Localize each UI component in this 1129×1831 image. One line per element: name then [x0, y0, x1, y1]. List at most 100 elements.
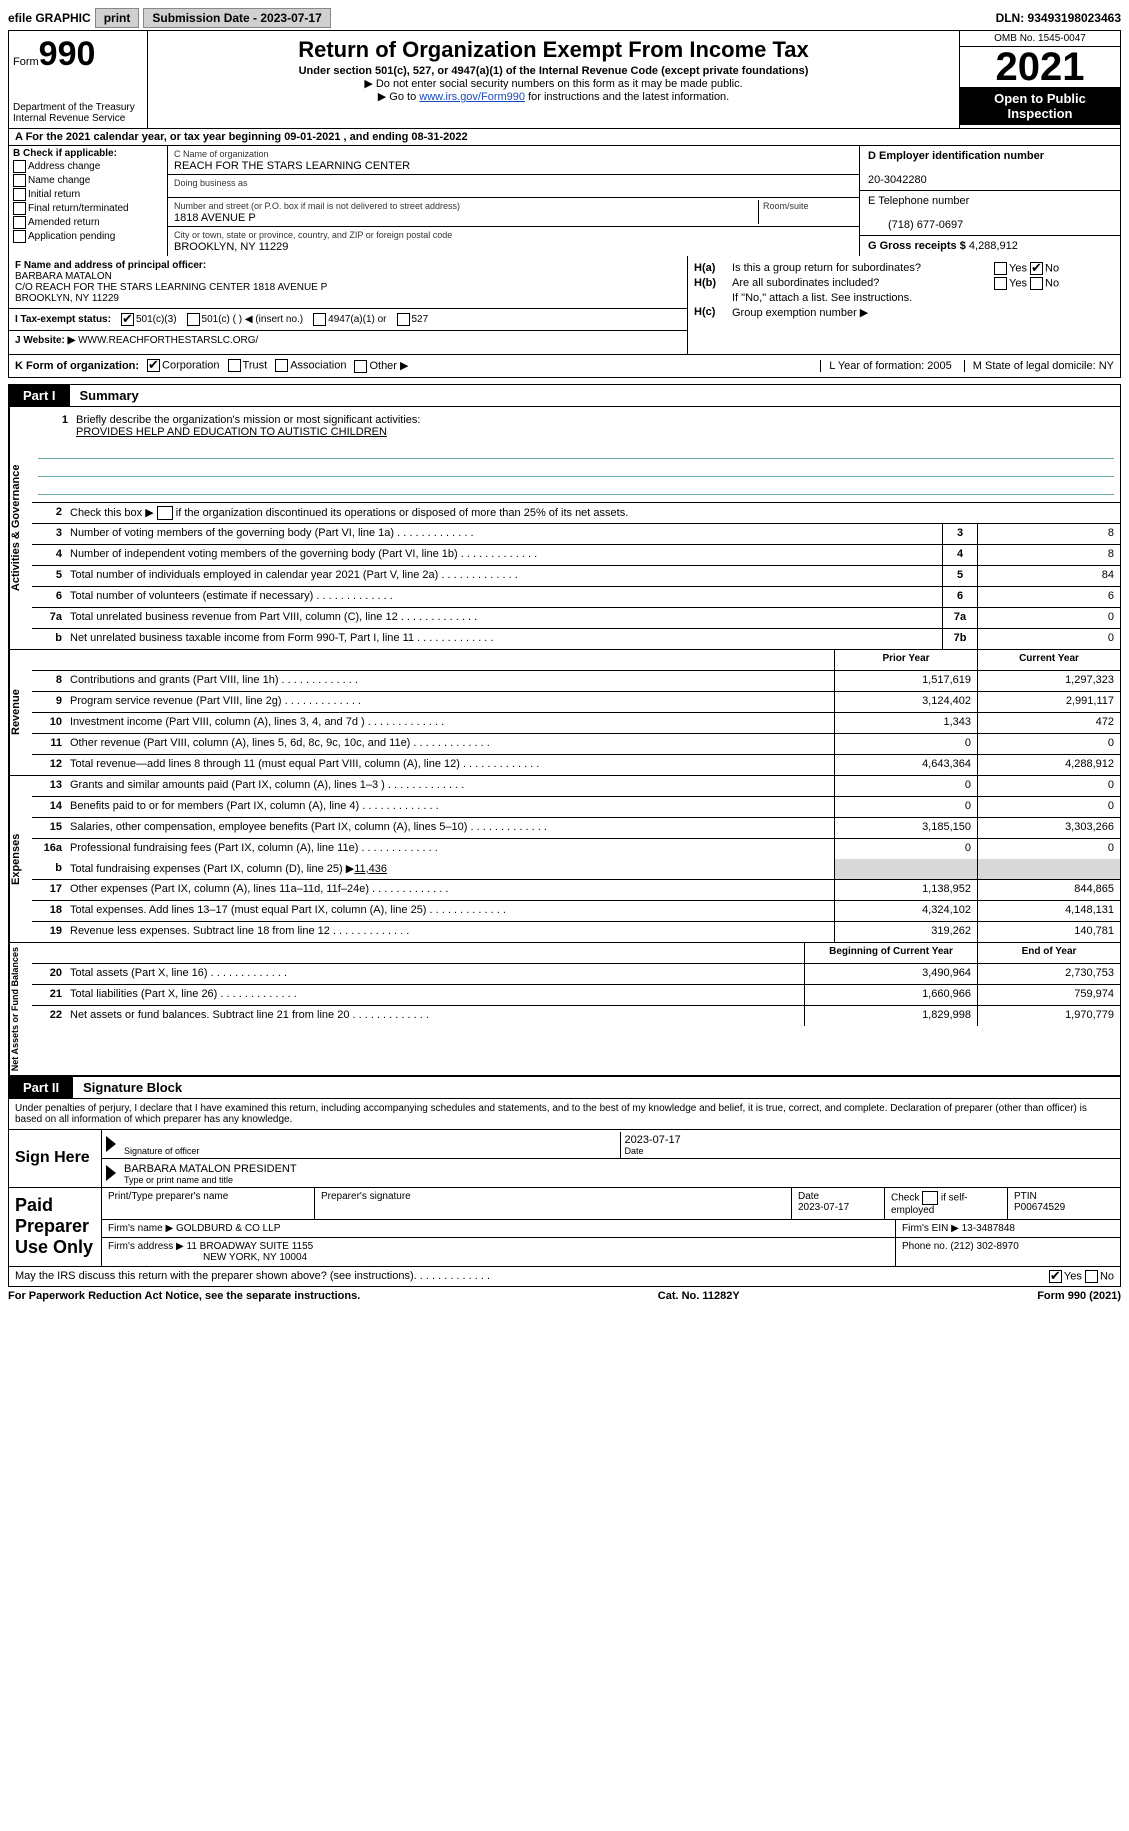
cb-amended-return[interactable]: Amended return	[13, 216, 163, 229]
sign-here-label: Sign Here	[9, 1130, 102, 1187]
firm-phone: (212) 302-8970	[950, 1241, 1018, 1252]
officer-co: C/O REACH FOR THE STARS LEARNING CENTER …	[15, 282, 327, 293]
cb-527[interactable]: 527	[397, 313, 429, 326]
part-2-title: Signature Block	[73, 1077, 192, 1098]
cb-trust[interactable]: Trust	[228, 359, 268, 372]
side-governance: Activities & Governance	[9, 407, 32, 649]
part-2-label: Part II	[9, 1077, 73, 1098]
arrow-icon	[106, 1136, 116, 1152]
phone-value: (718) 677-0697	[868, 219, 963, 231]
firm-ein-label: Firm's EIN ▶	[902, 1223, 959, 1234]
cat-no: Cat. No. 11282Y	[658, 1290, 740, 1302]
cb-association[interactable]: Association	[275, 359, 346, 372]
fundraising-expenses: 11,436	[354, 863, 387, 875]
dba-label: Doing business as	[174, 178, 248, 188]
cb-final-return[interactable]: Final return/terminated	[13, 202, 163, 215]
form-number: Form990	[13, 35, 143, 74]
irs-link[interactable]: www.irs.gov/Form990	[419, 91, 525, 103]
gross-value: 4,288,912	[969, 240, 1018, 252]
summary-line: 21Total liabilities (Part X, line 26)1,6…	[32, 985, 1120, 1006]
section-net-assets: Net Assets or Fund Balances Beginning of…	[8, 943, 1121, 1076]
year-formation: L Year of formation: 2005	[820, 360, 952, 372]
prep-sig-label: Preparer's signature	[315, 1188, 792, 1219]
org-city: BROOKLYN, NY 11229	[174, 241, 288, 253]
cb-corporation[interactable]: Corporation	[147, 359, 219, 372]
cb-initial-return[interactable]: Initial return	[13, 188, 163, 201]
website-url: WWW.REACHFORTHESTARSLC.ORG/	[78, 335, 258, 346]
note2-post: for instructions and the latest informat…	[525, 91, 729, 103]
firm-name: GOLDBURD & CO LLP	[176, 1223, 280, 1234]
officer-name-title: BARBARA MATALON PRESIDENT	[124, 1163, 1116, 1175]
firm-city: NEW YORK, NY 10004	[108, 1252, 307, 1263]
side-expenses: Expenses	[9, 776, 32, 942]
cb-name-change[interactable]: Name change	[13, 174, 163, 187]
summary-line: bNet unrelated business taxable income f…	[32, 629, 1120, 649]
state-domicile: M State of legal domicile: NY	[964, 360, 1114, 372]
paperwork-notice: For Paperwork Reduction Act Notice, see …	[8, 1290, 360, 1302]
org-address: 1818 AVENUE P	[174, 212, 256, 224]
part-2-header: Part II Signature Block	[8, 1076, 1121, 1099]
hc-label: Group exemption number ▶	[732, 306, 1114, 319]
dept-label: Department of the Treasury Internal Reve…	[13, 102, 143, 124]
print-button[interactable]: print	[95, 8, 140, 28]
cb-other[interactable]: Other ▶	[354, 359, 408, 373]
sig-date: 2023-07-17	[625, 1134, 1117, 1146]
row-a-text: A For the 2021 calendar year, or tax yea…	[15, 131, 468, 143]
cb-application-pending[interactable]: Application pending	[13, 230, 163, 243]
summary-line: 12Total revenue—add lines 8 through 11 (…	[32, 755, 1120, 775]
summary-line: 11Other revenue (Part VIII, column (A), …	[32, 734, 1120, 755]
form-ref: Form 990 (2021)	[1037, 1290, 1121, 1302]
summary-line: 16aProfessional fundraising fees (Part I…	[32, 839, 1120, 859]
part-1-header: Part I Summary	[8, 384, 1121, 407]
self-employed-check[interactable]: Check if self-employed	[885, 1188, 1008, 1219]
summary-line: 22Net assets or fund balances. Subtract …	[32, 1006, 1120, 1026]
summary-line: 14Benefits paid to or for members (Part …	[32, 797, 1120, 818]
perjury-statement: Under penalties of perjury, I declare th…	[8, 1099, 1121, 1130]
part-1-title: Summary	[70, 385, 149, 406]
efile-label: efile GRAPHIC	[8, 11, 91, 25]
hb-answer: Yes No	[994, 277, 1114, 290]
summary-line: 20Total assets (Part X, line 16)3,490,96…	[32, 964, 1120, 985]
org-name-label: C Name of organization	[174, 149, 269, 159]
h-note: If "No," attach a list. See instructions…	[694, 292, 1114, 304]
sig-officer-label: Signature of officer	[124, 1146, 199, 1156]
officer-label: F Name and address of principal officer:	[15, 260, 206, 271]
line-2: Check this box ▶ if the organization dis…	[66, 503, 1120, 523]
ein-label: D Employer identification number	[868, 150, 1044, 162]
form-990-num: 990	[39, 35, 96, 73]
city-label: City or town, state or province, country…	[174, 230, 452, 240]
form-note1: ▶ Do not enter social security numbers o…	[156, 77, 951, 90]
firm-ein: 13-3487848	[962, 1223, 1015, 1234]
section-governance: Activities & Governance 1 Briefly descri…	[8, 407, 1121, 650]
cb-address-change[interactable]: Address change	[13, 160, 163, 173]
head-end-year: End of Year	[977, 943, 1120, 963]
summary-line: 13Grants and similar amounts paid (Part …	[32, 776, 1120, 797]
bottom-line: For Paperwork Reduction Act Notice, see …	[8, 1287, 1121, 1305]
head-begin-year: Beginning of Current Year	[804, 943, 977, 963]
summary-line: 19Revenue less expenses. Subtract line 1…	[32, 922, 1120, 942]
top-toolbar: efile GRAPHIC print Submission Date - 20…	[8, 8, 1121, 28]
tax-status-label: I Tax-exempt status:	[15, 314, 111, 325]
form-subtitle: Under section 501(c), 527, or 4947(a)(1)…	[156, 65, 951, 77]
cb-501c3[interactable]: 501(c)(3)	[121, 313, 177, 326]
paid-preparer-label: Paid Preparer Use Only	[9, 1188, 102, 1266]
form-word: Form	[13, 56, 39, 68]
form-note2: ▶ Go to www.irs.gov/Form990 for instruct…	[156, 90, 951, 103]
summary-line: 7aTotal unrelated business revenue from …	[32, 608, 1120, 629]
name-title-label: Type or print name and title	[124, 1175, 233, 1185]
line-16b: Total fundraising expenses (Part IX, col…	[66, 859, 834, 879]
ein-value: 20-3042280	[868, 174, 927, 186]
head-prior-year: Prior Year	[834, 650, 977, 670]
arrow-icon	[106, 1165, 116, 1181]
cb-501c[interactable]: 501(c) ( ) ◀ (insert no.)	[187, 313, 304, 326]
side-revenue: Revenue	[9, 650, 32, 775]
form-title: Return of Organization Exempt From Incom…	[156, 37, 951, 63]
ptin-label: PTIN	[1014, 1191, 1037, 1202]
mission-label: Briefly describe the organization's miss…	[76, 414, 420, 426]
phone-label: E Telephone number	[868, 195, 969, 207]
cb-4947[interactable]: 4947(a)(1) or	[313, 313, 386, 326]
section-revenue: Revenue Prior Year Current Year 8Contrib…	[8, 650, 1121, 776]
summary-line: 17Other expenses (Part IX, column (A), l…	[32, 880, 1120, 901]
ha-answer: Yes No	[994, 262, 1114, 275]
submission-date-button[interactable]: Submission Date - 2023-07-17	[143, 8, 330, 28]
